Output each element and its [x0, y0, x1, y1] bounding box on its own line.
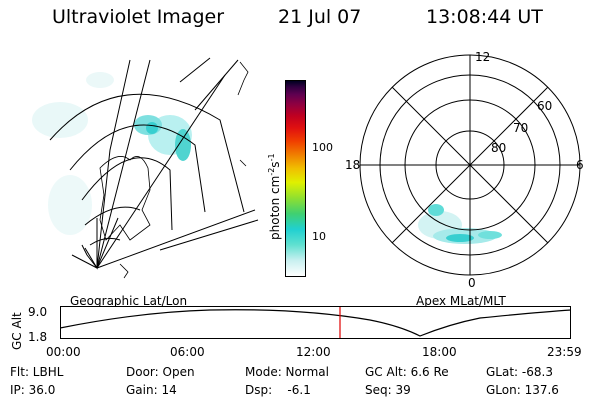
info-gc-alt: GC Alt: 6.6 Re — [365, 365, 449, 379]
altitude-y-bottom: 1.8 — [28, 330, 48, 344]
time-tick-0600: 06:00 — [170, 345, 205, 359]
mlt-label-18: 18 — [345, 158, 360, 172]
time-label: 13:08:44 UT — [426, 6, 543, 28]
mlt-label-6: 6 — [576, 158, 584, 172]
time-tick-1200: 12:00 — [296, 345, 331, 359]
date-label: 21 Jul 07 — [278, 6, 362, 28]
info-flt: Flt: LBHL — [10, 365, 64, 379]
mlt-label-0: 0 — [468, 276, 476, 290]
color-scale-gradient — [286, 81, 305, 276]
colorbar-unit-label: photon cm-2s-1 — [267, 153, 282, 240]
polar-plot: 12 18 6 0 60 70 80 — [345, 50, 584, 290]
colorbar-tick-100: 100 — [312, 141, 333, 154]
coastline — [99, 61, 249, 279]
color-scale-bar — [285, 80, 306, 277]
info-ip: IP: 36.0 — [10, 383, 56, 397]
altitude-curve — [60, 309, 572, 337]
info-dsp: Dsp: -6.1 — [245, 383, 311, 397]
time-tick-0000: 00:00 — [46, 345, 81, 359]
altitude-y-top: 9.0 — [28, 305, 48, 319]
info-door: Door: Open — [126, 365, 195, 379]
lat-label-80: 80 — [491, 141, 506, 155]
app-title: Ultraviolet Imager — [52, 6, 225, 28]
altitude-plot — [60, 306, 572, 339]
altitude-plot-frame — [60, 306, 571, 339]
aurora-emission-polar — [418, 204, 502, 244]
apex-map-label: Apex MLat/MLT — [416, 294, 506, 308]
geographic-map — [32, 57, 259, 279]
info-seq: Seq: 39 — [365, 383, 411, 397]
altitude-axis-label: GC Alt — [10, 312, 24, 350]
aurora-emission-geographic — [32, 72, 192, 235]
info-gain: Gain: 14 — [126, 383, 177, 397]
time-tick-2359: 23:59 — [547, 345, 582, 359]
time-tick-1800: 18:00 — [422, 345, 457, 359]
info-glon: GLon: 137.6 — [486, 383, 559, 397]
mlt-label-12: 12 — [475, 50, 490, 64]
colorbar-tick-10: 10 — [312, 230, 326, 243]
info-mode: Mode: Normal — [245, 365, 329, 379]
lat-label-60: 60 — [537, 99, 552, 113]
geographic-map-label: Geographic Lat/Lon — [70, 294, 188, 308]
lat-label-70: 70 — [513, 121, 528, 135]
info-glat: GLat: -68.3 — [486, 365, 553, 379]
